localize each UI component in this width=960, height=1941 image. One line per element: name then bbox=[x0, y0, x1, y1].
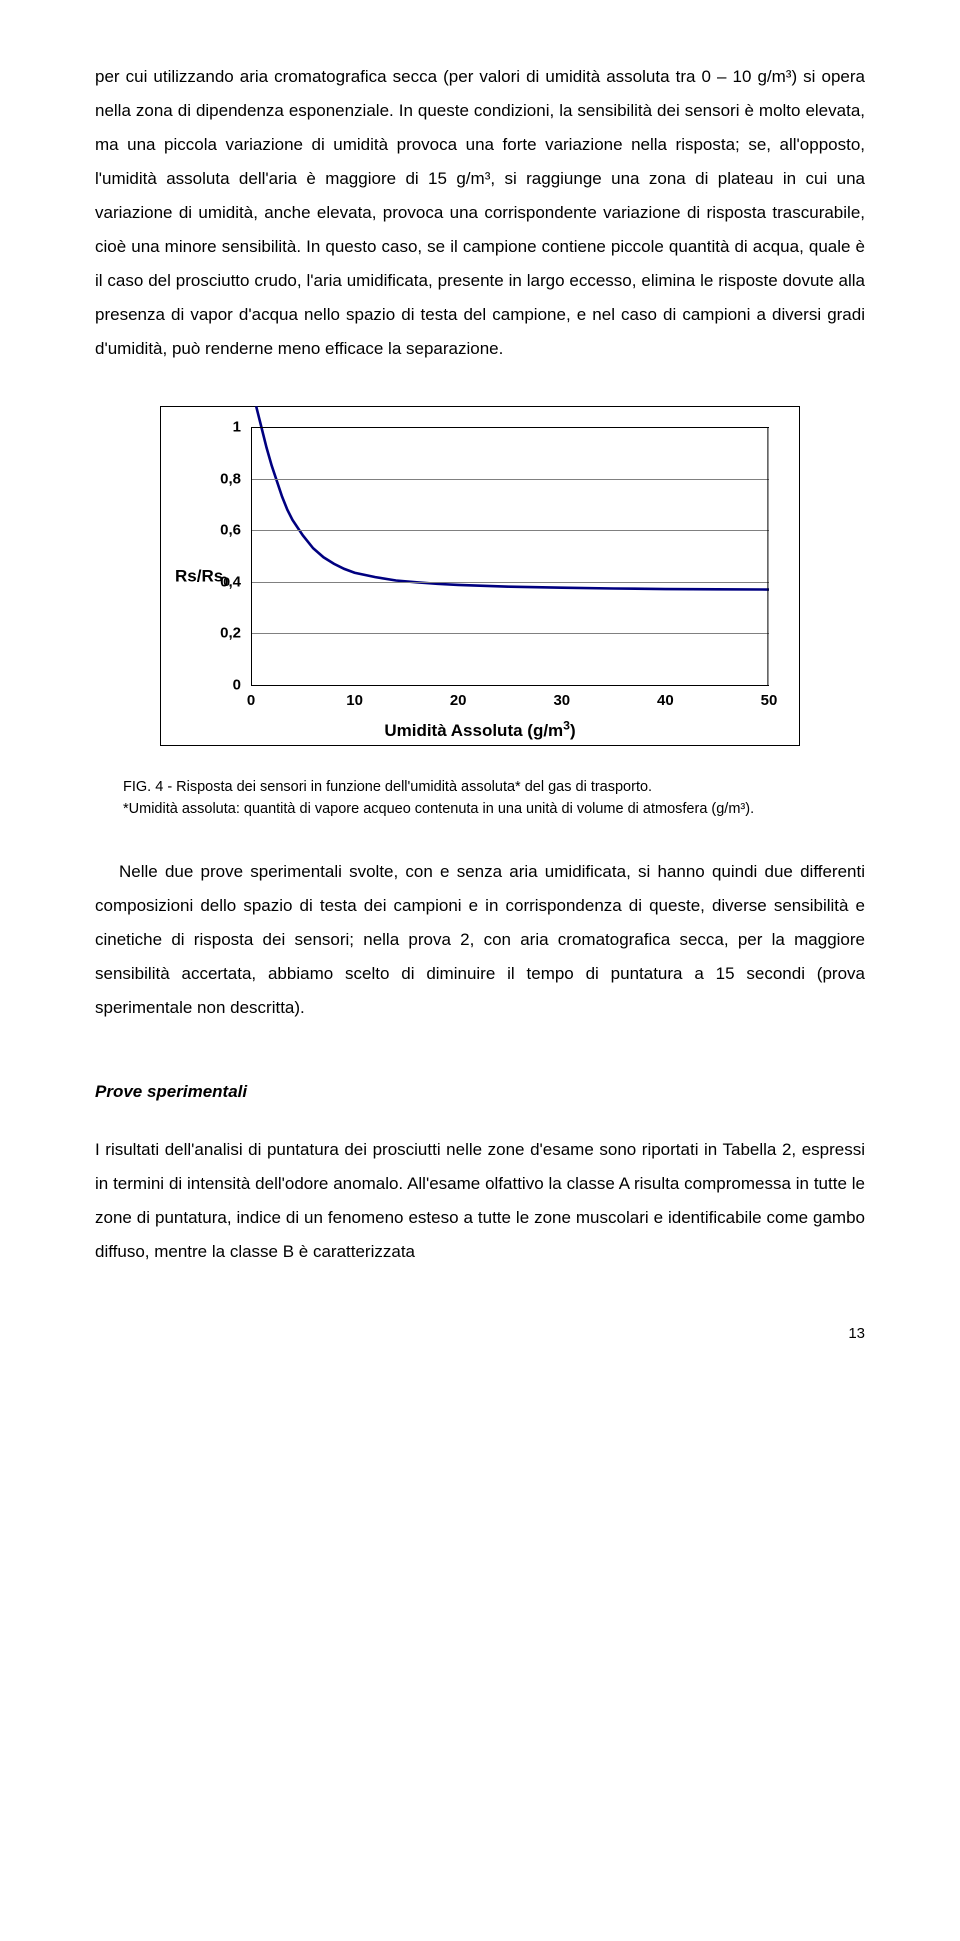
chart-ytick-label: 0,2 bbox=[220, 626, 251, 641]
chart-xtick-label: 40 bbox=[657, 685, 674, 708]
paragraph-2: Nelle due prove sperimentali svolte, con… bbox=[95, 855, 865, 1025]
chart-xtick-label: 0 bbox=[247, 685, 255, 708]
chart-frame: 00,20,40,60,8101020304050 Rs/Rs0 Umidità… bbox=[160, 406, 800, 746]
chart-ytick-label: 0,6 bbox=[220, 523, 251, 538]
figure-caption: FIG. 4 - Risposta dei sensori in funzion… bbox=[123, 776, 837, 821]
page-number: 13 bbox=[95, 1319, 865, 1349]
chart-xtick-label: 30 bbox=[553, 685, 570, 708]
section-heading: Prove sperimentali bbox=[95, 1075, 865, 1109]
chart-gridline bbox=[251, 582, 769, 583]
paragraph-1: per cui utilizzando aria cromatografica … bbox=[95, 60, 865, 366]
chart-gridline bbox=[251, 633, 769, 634]
chart-yaxis-title: Rs/Rs0 bbox=[175, 568, 230, 585]
chart-gridline bbox=[251, 530, 769, 531]
chart-axis-vertical bbox=[767, 427, 768, 685]
chart-xaxis-title: Umidità Assoluta (g/m3) bbox=[384, 722, 575, 739]
chart-ytick-label: 0,8 bbox=[220, 471, 251, 486]
chart-ytick-label: 1 bbox=[233, 420, 251, 435]
chart-gridline bbox=[251, 479, 769, 480]
chart-container: 00,20,40,60,8101020304050 Rs/Rs0 Umidità… bbox=[160, 406, 800, 746]
chart-xtick-label: 10 bbox=[346, 685, 363, 708]
paragraph-3: I risultati dell'analisi di puntatura de… bbox=[95, 1133, 865, 1269]
chart-axis-vertical bbox=[251, 427, 252, 685]
chart-xtick-label: 50 bbox=[761, 685, 778, 708]
chart-line-svg bbox=[251, 427, 769, 685]
chart-plot-area: 00,20,40,60,8101020304050 bbox=[251, 427, 769, 685]
chart-gridline bbox=[251, 685, 769, 686]
chart-gridline bbox=[251, 427, 769, 428]
chart-xtick-label: 20 bbox=[450, 685, 467, 708]
